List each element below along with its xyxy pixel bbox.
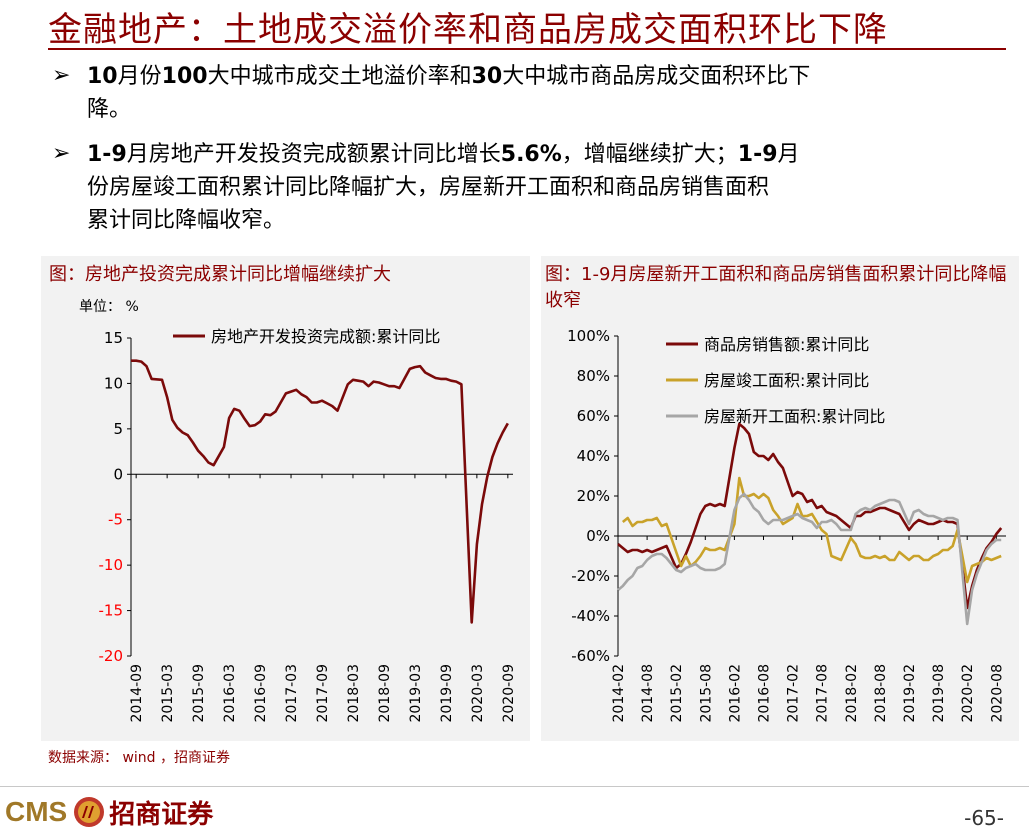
legend-label-1: 商品房销售额:累计同比 — [704, 335, 869, 354]
x-tick-label: 2015-03 — [160, 664, 176, 723]
legend-label-1: 房地产开发投资完成额:累计同比 — [211, 327, 440, 346]
bullet-2-segment: 1-9 — [737, 142, 778, 167]
x-tick-label: 2014-08 — [640, 664, 656, 723]
x-tick-label: 2018-03 — [346, 664, 362, 723]
y-tick-label: 5 — [113, 420, 123, 438]
logo-brand-text: 招商证券 — [109, 799, 214, 830]
x-tick-label: 2018-08 — [873, 664, 889, 723]
bullet-2-segment: 月 — [777, 142, 800, 167]
y-tick-label: 60% — [577, 407, 610, 425]
x-tick-label: 2017-09 — [315, 664, 331, 723]
y-tick-label: -15 — [99, 602, 124, 620]
x-tick-label: 2016-02 — [727, 664, 743, 723]
legend-label-2: 房屋竣工面积:累计同比 — [704, 371, 869, 390]
data-source: 数据来源： wind ，招商证券 — [48, 750, 230, 766]
chart-panel-left: 图：房地产投资完成累计同比增幅继续扩大 单位： % 15 10 5 0 -5 -10 -15… — [41, 256, 530, 741]
chart-left-svg: 15 10 5 0 -5 -10 -15 -20 2014-09 2015-03 2015-09 20… — [99, 327, 517, 723]
x-tick-label: 2014-09 — [129, 664, 145, 723]
bullet-1-segment: 100 — [161, 64, 208, 89]
y-tick-label: -60% — [571, 647, 610, 665]
bullet-1-line-1: 10月份100大中城市成交土地溢价率和30大中城市商品房成交面积环比下 — [87, 60, 1017, 93]
bullet-2-text: 1-9月房地产开发投资完成额累计同比增长5.6%，增幅继续扩大；1-9月 份房屋… — [87, 138, 1017, 237]
bullet-2-line-3: 累计同比降幅收窄。 — [87, 208, 286, 233]
bullet-1-segment: 大中城市成交土地溢价率和 — [207, 64, 472, 89]
y-tick-label: 100% — [567, 327, 610, 345]
bullet-2: ➢ 1-9月房地产开发投资完成额累计同比增长5.6%，增幅继续扩大；1-9月 份… — [52, 138, 1012, 243]
bullet-1-line-2: 降。 — [87, 97, 132, 122]
company-logo: CMS 招商证券 — [5, 795, 214, 830]
y-tick-label: -20 — [99, 647, 124, 665]
y-tick-label: 10 — [104, 374, 123, 392]
bullet-arrow-icon: ➢ — [52, 63, 71, 88]
chart-title-left: 图：房地产投资完成累计同比增幅继续扩大 — [49, 264, 391, 285]
y-tick-label: 40% — [577, 447, 610, 465]
x-tick-label: 2020-02 — [960, 664, 976, 723]
bullet-2-line-2: 份房屋竣工面积累计同比降幅扩大，房屋新开工面积和商品房销售面积 — [87, 175, 770, 200]
x-tick-label: 2017-02 — [786, 664, 802, 723]
bullet-1-segment: 30 — [471, 64, 503, 89]
x-tick-label: 2019-02 — [902, 664, 918, 723]
x-tick-label: 2019-08 — [931, 664, 947, 723]
x-tick-label: 2019-09 — [439, 664, 455, 723]
bullet-1-segment: 10 — [87, 64, 118, 89]
y-tick-label: -40% — [571, 607, 610, 625]
x-tick-label: 2020-09 — [501, 664, 517, 723]
series-line-2 — [621, 476, 1002, 584]
page-title: 金融地产：土地成交溢价率和商品房成交面积环比下降 — [48, 10, 888, 50]
x-tick-label: 2016-03 — [222, 664, 238, 723]
bullet-2-segment: 月房地产开发投资完成额累计同比增长 — [126, 142, 501, 167]
x-tick-label: 2019-03 — [408, 664, 424, 723]
x-tick-label: 2015-08 — [698, 664, 714, 723]
chart-panel-right: 图：1-9月房屋新开工面积和商品房销售面积累计同比降幅收窄 100% 80% 60%… — [541, 256, 1019, 741]
bullet-2-segment: 1-9 — [87, 142, 127, 167]
y-tick-label: -20% — [571, 567, 610, 585]
x-tick-label: 2018-09 — [377, 664, 393, 723]
title-divider — [48, 48, 1006, 50]
bullet-1: ➢ 10月份100大中城市成交土地溢价率和30大中城市商品房成交面积环比下 降。 — [52, 60, 1012, 130]
logo-cms-text: CMS — [5, 796, 68, 827]
x-tick-label: 2017-03 — [284, 664, 300, 723]
bullet-1-segment: 大中城市商品房成交面积环比下 — [502, 64, 811, 89]
y-tick-label: 80% — [577, 367, 610, 385]
x-tick-label: 2016-09 — [253, 664, 269, 723]
y-tick-label: 20% — [577, 487, 610, 505]
y-tick-label: -10 — [99, 556, 124, 574]
bullet-arrow-icon: ➢ — [52, 141, 71, 166]
bullet-2-line-1: 1-9月房地产开发投资完成额累计同比增长5.6%，增幅继续扩大；1-9月 — [87, 138, 1017, 171]
y-tick-label: 15 — [104, 329, 123, 347]
series-line-1 — [131, 359, 509, 624]
chart-title-right: 图：1-9月房屋新开工面积和商品房销售面积累计同比降幅收窄 — [545, 264, 1007, 311]
logo-badge-icon — [74, 797, 105, 827]
y-tick-label: 0 — [113, 465, 123, 483]
x-tick-label: 2016-08 — [757, 664, 773, 723]
bullet-2-segment: ，增幅继续扩大； — [561, 142, 738, 167]
x-tick-label: 2017-08 — [815, 664, 831, 723]
bullet-2-segment: 5.6% — [500, 142, 562, 167]
x-tick-label: 2015-09 — [191, 664, 207, 723]
y-tick-label: -5 — [108, 511, 123, 529]
chart-right-svg: 100% 80% 60% 40% 20% 0% -20% -40% -60%2014-02 201… — [567, 327, 1006, 723]
series-line-3 — [617, 492, 1002, 626]
y-tick-label: 0% — [586, 527, 610, 545]
footer-divider — [0, 786, 1029, 787]
page-number: -65- — [964, 806, 1004, 830]
bullet-1-text: 10月份100大中城市成交土地溢价率和30大中城市商品房成交面积环比下 降。 — [87, 60, 1017, 126]
legend-label-3: 房屋新开工面积:累计同比 — [704, 407, 885, 426]
chart-unit-left: 单位： % — [79, 299, 139, 315]
bullet-1-segment: 月份 — [117, 64, 162, 89]
x-tick-label: 2014-02 — [611, 664, 627, 723]
x-tick-label: 2018-02 — [844, 664, 860, 723]
x-tick-label: 2015-02 — [669, 664, 685, 723]
x-tick-label: 2020-03 — [470, 664, 486, 723]
x-tick-label: 2020-08 — [989, 664, 1005, 723]
